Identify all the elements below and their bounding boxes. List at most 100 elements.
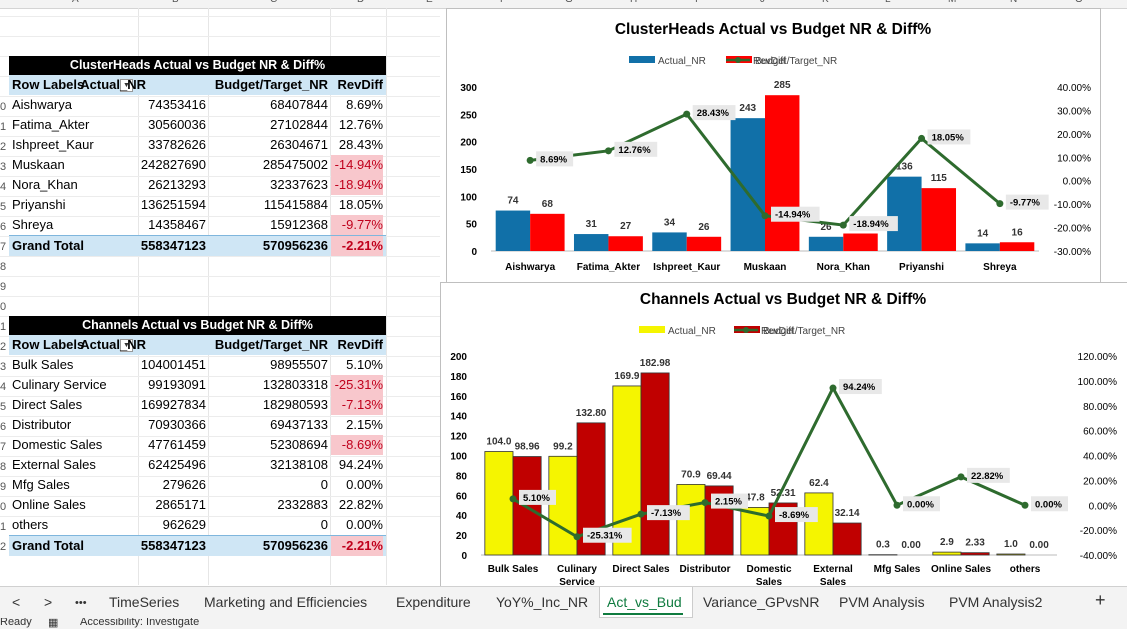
row-number[interactable]: 9 (0, 281, 7, 293)
bar-data-label: 169.9 (614, 371, 639, 382)
accessibility-status[interactable]: Accessibility: Investigate (80, 618, 200, 628)
legend-entry-0: Actual_NR (658, 56, 706, 67)
column-header-f[interactable]: F (500, 0, 506, 5)
y-tick-label: 50 (466, 220, 478, 231)
row-number[interactable]: 8 (0, 461, 7, 473)
table-row[interactable]: Online Sales 2865171 2332883 22.82% (9, 495, 386, 515)
row-number[interactable]: 7 (0, 441, 7, 453)
tab-nav-prev-button[interactable]: < (12, 594, 21, 610)
table-row[interactable]: External Sales 62425496 32138108 94.24% (9, 455, 386, 475)
row-number[interactable]: 0 (0, 301, 7, 313)
row-number[interactable]: 6 (0, 221, 7, 233)
accessibility-icon[interactable]: ▦ (48, 618, 59, 629)
column-header-j[interactable]: J (760, 0, 765, 5)
table-row[interactable]: others 962629 0 0.00% (9, 515, 386, 535)
row-number[interactable]: 5 (0, 201, 7, 213)
table-row[interactable]: Fatima_Akter 30560036 27102844 12.76% (9, 115, 386, 135)
table-row[interactable]: Muskaan 242827690 285475002 -14.94% (9, 155, 386, 175)
table-row[interactable]: Aishwarya 74353416 68407844 8.69% (9, 95, 386, 115)
row-number[interactable]: 0 (0, 501, 7, 513)
cell-budget: 32138108 (270, 457, 328, 472)
row-number[interactable]: 4 (0, 381, 7, 393)
column-header-m[interactable]: M (948, 0, 956, 5)
bar-budget-target-nr (999, 242, 1035, 251)
table-row[interactable]: Distributor 70930366 69437133 2.15% (9, 415, 386, 435)
column-header-d[interactable]: D (357, 0, 364, 5)
cell-budget: 32337623 (270, 177, 328, 192)
tab-pvm-analysis[interactable]: PVM Analysis (839, 594, 925, 610)
row-number[interactable]: 2 (0, 541, 7, 553)
pivot-table-channels[interactable]: Channels Actual vs Budget NR & Diff% Row… (9, 316, 386, 556)
active-tab-underline (603, 613, 683, 615)
cell-diff: 12.76% (338, 117, 383, 132)
tab-act-vs-bud[interactable]: Act_vs_Bud (607, 594, 682, 610)
tab-timeseries[interactable]: TimeSeries (109, 594, 180, 610)
row-number[interactable]: 7 (0, 241, 7, 253)
table-row[interactable]: Direct Sales 169927834 182980593 -7.13% (9, 395, 386, 415)
column-header-n[interactable]: N (1010, 0, 1017, 5)
row-number[interactable]: 8 (0, 261, 7, 273)
table-row[interactable]: Priyanshi 136251594 115415884 18.05% (9, 195, 386, 215)
grand-total-row[interactable]: Grand Total 558347123 570956236 -2.21% (9, 235, 386, 256)
row-number[interactable]: 3 (0, 161, 7, 173)
column-header-g[interactable]: G (565, 0, 573, 5)
column-header-k[interactable]: K (822, 0, 829, 5)
row-number[interactable]: 1 (0, 321, 7, 333)
tab-nav-next-button[interactable]: > (44, 594, 53, 610)
add-sheet-button[interactable]: + (1095, 590, 1106, 610)
row-number[interactable]: 9 (0, 481, 7, 493)
table-row[interactable]: Mfg Sales 279626 0 0.00% (9, 475, 386, 495)
tab-expenditure[interactable]: Expenditure (396, 594, 471, 610)
cell-actual: 74353416 (148, 97, 206, 112)
revdiff-point (509, 495, 517, 503)
row-number[interactable]: 6 (0, 421, 7, 433)
bar-budget-target-nr (960, 552, 990, 556)
bar-data-label: 14 (977, 228, 989, 239)
table-row[interactable]: Domestic Sales 47761459 52308694 -8.69% (9, 435, 386, 455)
clusterheads-chart[interactable]: ClusterHeads Actual vs Budget NR & Diff%… (446, 8, 1101, 284)
column-header-b[interactable]: B (172, 0, 179, 5)
y2-tick-label: -40.00% (1080, 551, 1117, 562)
column-header-l[interactable]: L (885, 0, 891, 5)
table-row[interactable]: Ishpreet_Kaur 33782626 26304671 28.43% (9, 135, 386, 155)
more-tabs-button[interactable]: ••• (75, 597, 87, 609)
total-budget: 570956236 (262, 238, 328, 253)
row-number[interactable]: 4 (0, 181, 7, 193)
table-row[interactable]: Nora_Khan 26213293 32337623 -18.94% (9, 175, 386, 195)
column-header-i[interactable]: I (695, 0, 698, 5)
tab-pvm-analysis2[interactable]: PVM Analysis2 (949, 594, 1043, 610)
column-header-a[interactable]: A (72, 0, 79, 5)
row-number[interactable]: 1 (0, 521, 7, 533)
row-number[interactable]: 5 (0, 401, 7, 413)
pivot-table-clusterheads[interactable]: ClusterHeads Actual vs Budget NR & Diff%… (9, 56, 386, 256)
filter-dropdown-icon[interactable]: ▼ (120, 79, 133, 92)
tab-yoy-inc-nr[interactable]: YoY%_Inc_NR (496, 594, 589, 610)
row-number[interactable]: 2 (0, 141, 7, 153)
row-number[interactable]: 0 (0, 101, 7, 113)
tab-marketing-and-efficiencies[interactable]: Marketing and Efficiencies (204, 594, 368, 610)
cell-budget: 2332883 (277, 497, 328, 512)
table-row[interactable]: Shreya 14358467 15912368 -9.77% (9, 215, 386, 235)
revdiff-data-label: 28.43% (697, 108, 730, 119)
tab-variance-gpvsnr[interactable]: Variance_GPvsNR (703, 594, 820, 610)
row-number[interactable]: 1 (0, 121, 7, 133)
channels-chart[interactable]: Channels Actual vs Budget NR & Diff% Actu… (440, 282, 1127, 588)
column-header-h[interactable]: H (630, 0, 637, 5)
revdiff-label-bg (583, 527, 632, 543)
row-number[interactable]: 2 (0, 341, 7, 353)
revdiff-data-label: 22.82% (971, 471, 1004, 482)
filter-dropdown-icon[interactable]: ▼ (120, 339, 133, 352)
column-header-o[interactable]: O (1075, 0, 1083, 5)
y2-tick-label: 10.00% (1057, 153, 1091, 164)
y-tick-label: 200 (460, 138, 477, 149)
grand-total-row[interactable]: Grand Total 558347123 570956236 -2.21% (9, 535, 386, 556)
bar-data-label: 68 (542, 199, 554, 210)
row-number[interactable]: 3 (0, 361, 7, 373)
y2-tick-label: 0.00% (1089, 501, 1117, 512)
column-header-e[interactable]: E (426, 0, 433, 5)
bar-data-label: 98.96 (515, 442, 540, 453)
table-row[interactable]: Bulk Sales 104001451 98955507 5.10% (9, 355, 386, 375)
table-row[interactable]: Culinary Service 99193091 132803318 -25.31% (9, 375, 386, 395)
column-header-c[interactable]: C (270, 0, 277, 5)
bar-data-label: 136 (896, 162, 913, 173)
